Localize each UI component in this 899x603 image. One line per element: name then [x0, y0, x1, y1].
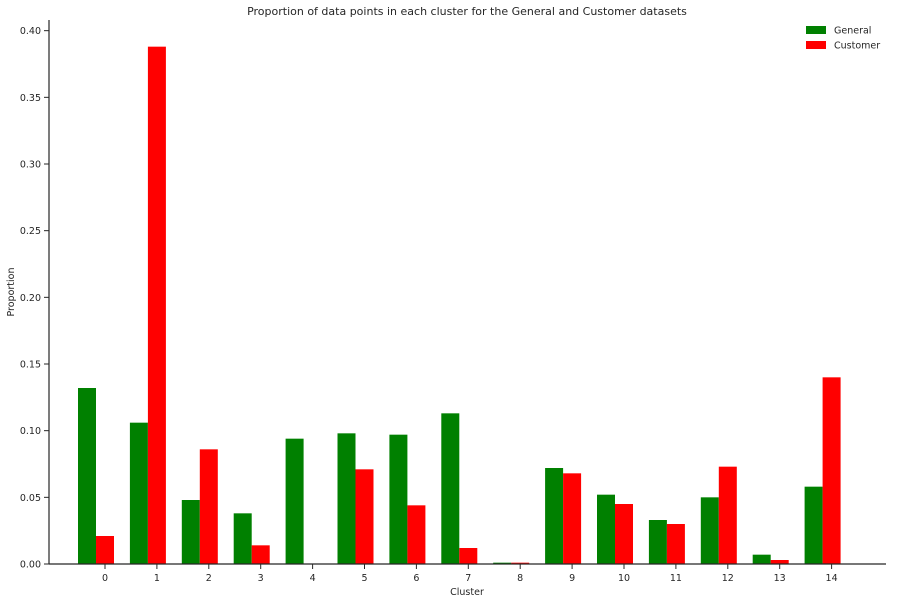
x-tick-label: 13: [774, 573, 786, 584]
bar-general-3: [233, 513, 252, 564]
legend-label-general: General: [834, 26, 871, 37]
bar-customer-13: [770, 560, 789, 564]
bar-general-7: [441, 413, 460, 564]
bar-customer-12: [718, 466, 737, 564]
bar-customer-8: [511, 562, 530, 564]
x-tick-label: 14: [826, 573, 838, 584]
bar-customer-3: [251, 545, 270, 564]
bar-customer-0: [96, 536, 114, 564]
x-tick-label: 1: [154, 573, 160, 584]
y-tick-label: 0.10: [20, 426, 41, 437]
bar-general-2: [181, 500, 200, 564]
x-tick-label: 6: [413, 573, 419, 584]
y-tick-label: 0.05: [20, 493, 41, 504]
x-tick-label: 10: [618, 573, 630, 584]
y-tick-label: 0.35: [20, 93, 41, 104]
bar-general-1: [129, 422, 148, 564]
y-tick-label: 0.25: [20, 226, 41, 237]
legend-swatch-customer: [806, 41, 826, 49]
bars-group: [78, 46, 841, 565]
x-tick-label: 5: [361, 573, 367, 584]
legend-swatch-general: [806, 26, 826, 34]
x-tick-label: 8: [517, 573, 523, 584]
x-axis-ticks: 0 1 2 3 4 5 6 7 8 9 10 11 12 13 14: [102, 564, 838, 584]
bar-general-6: [389, 434, 408, 564]
bar-general-8: [493, 562, 512, 564]
x-tick-label: 7: [465, 573, 471, 584]
x-tick-label: 9: [569, 573, 575, 584]
y-tick-label: 0.20: [20, 293, 41, 304]
bar-general-0: [78, 388, 96, 564]
y-tick-label: 0.15: [20, 360, 41, 371]
legend: General Customer: [806, 26, 880, 52]
x-tick-label: 2: [206, 573, 212, 584]
bar-customer-1: [147, 46, 166, 565]
x-tick-label: 12: [722, 573, 734, 584]
x-axis-title: Cluster: [450, 587, 484, 598]
y-axis-ticks: 0.00 0.05 0.10 0.15 0.20 0.25 0.30 0.35 0.40: [20, 26, 49, 571]
bar-general-5: [337, 433, 356, 564]
bar-general-14: [804, 486, 823, 564]
x-tick-label: 3: [258, 573, 264, 584]
y-tick-label: 0.40: [20, 26, 41, 37]
chart-title: Proportion of data points in each cluste…: [247, 5, 687, 18]
bar-general-9: [545, 468, 564, 564]
bar-customer-9: [563, 473, 582, 564]
bar-customer-11: [666, 524, 685, 564]
legend-label-customer: Customer: [834, 41, 880, 52]
x-tick-label: 4: [310, 573, 316, 584]
bar-customer-5: [355, 469, 374, 564]
bar-customer-6: [407, 505, 426, 564]
bar-customer-2: [199, 449, 218, 564]
y-tick-label: 0.30: [20, 160, 41, 171]
x-tick-label: 0: [102, 573, 108, 584]
bar-general-12: [700, 497, 719, 564]
bar-general-13: [752, 554, 771, 564]
bar-general-10: [597, 494, 615, 564]
bar-customer-14: [822, 377, 841, 564]
bar-general-4: [285, 438, 304, 564]
bar-customer-7: [459, 548, 478, 564]
x-tick-label: 11: [670, 573, 682, 584]
y-tick-label: 0.00: [20, 560, 41, 571]
bar-customer-10: [615, 504, 633, 564]
bar-general-11: [648, 520, 667, 564]
y-axis-title: Proportion: [6, 267, 17, 316]
